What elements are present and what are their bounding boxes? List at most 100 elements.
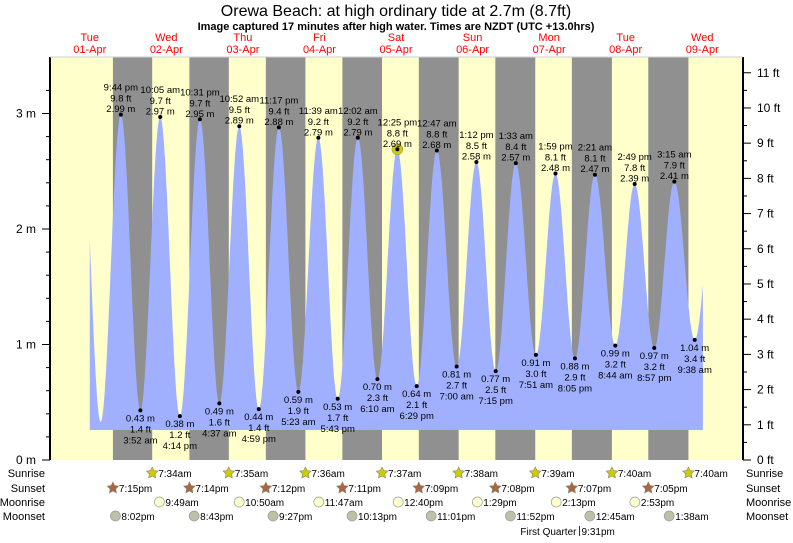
moonset-icon xyxy=(267,510,279,522)
moonrise-time: 10:50am xyxy=(245,498,284,509)
moonset-icon xyxy=(663,510,675,522)
low-tide-point xyxy=(138,408,143,413)
high-tide-point xyxy=(158,114,163,119)
date-label: 09-Apr xyxy=(686,44,719,56)
high-tide-feet: 8.1 ft xyxy=(584,154,605,165)
low-tide-feet: 2.9 ft xyxy=(564,372,585,383)
moonset-time: 11:52pm xyxy=(516,512,554,523)
right-axis-label: 0 ft xyxy=(757,453,774,467)
high-tide-time: 10:05 am xyxy=(140,85,180,96)
low-tide-feet: 3.2 ft xyxy=(605,360,626,371)
date-label: 01-Apr xyxy=(73,44,106,56)
high-tide-meters: 2.89 m xyxy=(225,116,254,127)
sunrise-icon xyxy=(682,466,695,479)
high-tide-meters: 2.58 m xyxy=(462,152,491,163)
moonrise-icon xyxy=(629,496,641,508)
high-tide-meters: 2.79 m xyxy=(343,127,372,138)
moonset-row-label-right: Moonset xyxy=(746,511,788,523)
high-tide-meters: 2.97 m xyxy=(146,106,175,117)
moonset-icon xyxy=(110,510,121,522)
right-axis-label: 7 ft xyxy=(757,207,774,221)
high-tide-feet: 8.8 ft xyxy=(426,129,447,140)
low-tide-feet: 3.0 ft xyxy=(525,369,546,380)
low-tide-meters: 0.97 m xyxy=(640,351,669,362)
low-tide-meters: 0.59 m xyxy=(284,395,313,406)
moonset-time: 1:38am xyxy=(675,512,708,523)
high-tide-point xyxy=(672,179,677,184)
high-tide-point xyxy=(553,171,558,176)
high-tide-time: 2:21 am xyxy=(578,143,612,154)
day-labels: Tue01-AprWed02-AprThu03-AprFri04-AprSat0… xyxy=(73,32,719,56)
high-tide-feet: 9.4 ft xyxy=(268,106,289,117)
low-tide-time: 7:15 pm xyxy=(479,396,513,407)
low-tide-meters: 0.99 m xyxy=(601,349,630,360)
right-axis-label: 8 ft xyxy=(757,171,774,185)
low-tide-point xyxy=(217,401,222,406)
right-axis-label: 2 ft xyxy=(757,383,774,397)
low-tide-point xyxy=(533,352,538,357)
high-tide-point xyxy=(632,181,637,186)
low-tide-time: 4:37 am xyxy=(202,428,236,439)
low-tide-point xyxy=(652,345,657,350)
right-axis-label: 11 ft xyxy=(757,66,780,80)
sunrise-row-label-right: Sunrise xyxy=(746,468,783,480)
high-tide-point xyxy=(197,117,202,122)
high-tide-time: 10:52 am xyxy=(219,94,259,105)
moonset-time: 8:43pm xyxy=(200,512,233,523)
sunrise-icon xyxy=(299,466,312,479)
low-tide-time: 5:23 am xyxy=(281,417,315,428)
high-tide-time: 1:12 pm xyxy=(459,130,493,141)
high-tide-point xyxy=(474,160,479,165)
day-name-label: Sun xyxy=(463,32,483,44)
high-tide-meters: 2.95 m xyxy=(185,109,214,120)
left-axis-label: 1 m xyxy=(16,338,36,352)
low-tide-point xyxy=(692,337,697,342)
moon-phase-time: 9:31pm xyxy=(581,527,614,538)
low-tide-time: 9:38 am xyxy=(678,365,712,376)
moonrise-row-label-right: Moonrise xyxy=(746,497,791,509)
high-tide-feet: 9.7 ft xyxy=(150,96,171,107)
chart-subtitle: Image captured 17 minutes after high wat… xyxy=(198,21,595,33)
chart-title: Orewa Beach: at high ordinary tide at 2.… xyxy=(221,3,571,20)
low-tide-time: 8:44 am xyxy=(598,371,632,382)
low-tide-feet: 2.5 ft xyxy=(485,385,506,396)
day-name-label: Tue xyxy=(616,32,635,44)
high-tide-meters: 2.39 m xyxy=(620,173,649,184)
right-axis-label: 1 ft xyxy=(757,418,774,432)
high-tide-point xyxy=(395,147,400,152)
moonset-time: 12:45am xyxy=(596,512,635,523)
sunset-time: 7:09pm xyxy=(425,484,458,495)
high-tide-meters: 2.47 m xyxy=(580,164,609,175)
sunset-icon xyxy=(412,481,426,494)
low-tide-meters: 0.44 m xyxy=(244,412,273,423)
low-tide-point xyxy=(454,364,459,369)
moonrise-time: 12:40pm xyxy=(404,498,443,509)
high-tide-time: 9:44 pm xyxy=(104,83,138,94)
high-tide-feet: 8.5 ft xyxy=(466,141,487,152)
moonset-icon xyxy=(346,510,358,522)
low-tide-meters: 0.38 m xyxy=(165,419,194,430)
high-tide-feet: 9.8 ft xyxy=(110,94,131,105)
high-tide-feet: 9.2 ft xyxy=(308,117,329,128)
high-tide-meters: 2.48 m xyxy=(541,163,570,174)
moonrise-time: 1:29pm xyxy=(483,498,516,509)
high-tide-meters: 2.88 m xyxy=(264,117,293,128)
sunset-row-label: Sunset xyxy=(11,483,45,495)
low-tide-meters: 0.53 m xyxy=(323,402,352,413)
left-axis-label: 2 m xyxy=(16,222,36,236)
day-name-label: Wed xyxy=(155,32,177,44)
moonset-time: 8:02pm xyxy=(121,512,154,523)
low-tide-meters: 0.43 m xyxy=(126,413,155,424)
tide-area xyxy=(89,114,703,430)
high-tide-meters: 2.69 m xyxy=(383,139,412,150)
sunset-icon xyxy=(183,481,196,494)
sunrise-icon xyxy=(145,466,159,479)
high-tide-time: 11:39 am xyxy=(299,106,338,117)
sunset-icon xyxy=(641,481,655,494)
sunrise-icon xyxy=(222,466,236,479)
low-tide-feet: 1.6 ft xyxy=(209,417,230,428)
date-label: 06-Apr xyxy=(456,44,489,56)
low-tide-time: 5:43 pm xyxy=(321,424,355,435)
high-tide-point xyxy=(237,124,242,129)
high-tide-feet: 8.1 ft xyxy=(545,153,566,164)
